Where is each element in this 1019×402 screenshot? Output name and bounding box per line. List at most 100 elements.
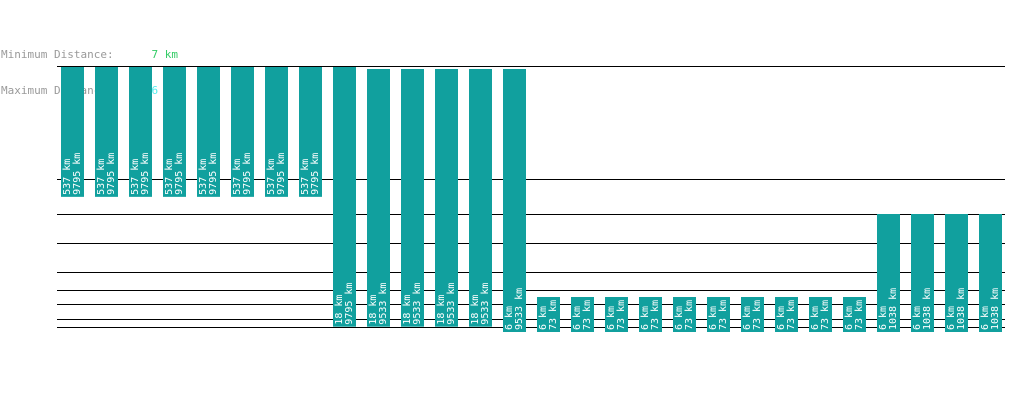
- bar-label-min: 6 km: [538, 306, 549, 330]
- bar-label-max: 9533 km: [412, 283, 423, 325]
- bar-label-max: 73 km: [752, 300, 763, 330]
- bar-group: 6 km 1038 km: [911, 214, 934, 332]
- bar-label-max: 73 km: [786, 300, 797, 330]
- bar-label-max: 73 km: [650, 300, 661, 330]
- bar: [95, 67, 118, 197]
- bar-label-max: 9795 km: [344, 283, 355, 325]
- bar: [673, 297, 696, 332]
- bar-label-max: 1038 km: [956, 288, 967, 330]
- bar-group: 537 km 9795 km: [299, 67, 322, 197]
- bar-label-min: 537 km: [96, 159, 107, 195]
- bar-label-min: 18 km: [402, 295, 413, 325]
- bar-group: 6 km 73 km: [673, 297, 696, 332]
- bar-label-min: 6 km: [606, 306, 617, 330]
- bar-label-max: 9795 km: [310, 153, 321, 195]
- bar-group: 6 km 9533 km: [503, 69, 526, 332]
- bar-group: 18 km 9795 km: [333, 67, 356, 327]
- bar-group: 6 km 73 km: [707, 297, 730, 332]
- bar-label-min: 18 km: [334, 295, 345, 325]
- bar: [537, 297, 560, 332]
- bar-label-min: 6 km: [946, 306, 957, 330]
- bar-label-min: 6 km: [878, 306, 889, 330]
- bar-group: 537 km 9795 km: [265, 67, 288, 197]
- bar: [707, 297, 730, 332]
- bar: [911, 214, 934, 332]
- bar-label-max: 9533 km: [514, 288, 525, 330]
- bar-label-max: 73 km: [718, 300, 729, 330]
- bar-label-min: 18 km: [436, 295, 447, 325]
- bar-group: 537 km 9795 km: [95, 67, 118, 197]
- bar-group: 537 km 9795 km: [61, 67, 84, 197]
- bar-label-max: 9795 km: [276, 153, 287, 195]
- bar-label-max: 9533 km: [480, 283, 491, 325]
- bar-group: 6 km 1038 km: [877, 214, 900, 332]
- bar-label-max: 9795 km: [174, 153, 185, 195]
- bar: [843, 297, 866, 332]
- bar-label-min: 6 km: [844, 306, 855, 330]
- min-distance-label: Minimum Distance:: [1, 48, 114, 61]
- bar-label-min: 537 km: [164, 159, 175, 195]
- bar: [61, 67, 84, 197]
- bar-label-min: 537 km: [266, 159, 277, 195]
- bar-label-max: 9795 km: [242, 153, 253, 195]
- bar-label-min: 6 km: [810, 306, 821, 330]
- bar: [231, 67, 254, 197]
- bar-label-max: 73 km: [684, 300, 695, 330]
- bar: [945, 214, 968, 332]
- bar: [503, 69, 526, 332]
- bar-group: 6 km 73 km: [843, 297, 866, 332]
- bar-label-max: 73 km: [548, 300, 559, 330]
- bar: [877, 214, 900, 332]
- bar: [775, 297, 798, 332]
- bar-group: 6 km 73 km: [537, 297, 560, 332]
- bar-label-min: 18 km: [368, 295, 379, 325]
- bar-group: 18 km 9533 km: [367, 69, 390, 327]
- bar: [299, 67, 322, 197]
- bar-group: 537 km 9795 km: [197, 67, 220, 197]
- bar: [265, 67, 288, 197]
- bar-label-max: 9795 km: [106, 153, 117, 195]
- bar: [469, 69, 492, 327]
- bar-label-max: 9795 km: [140, 153, 151, 195]
- bar: [435, 69, 458, 327]
- bar-label-max: 9795 km: [208, 153, 219, 195]
- bar-label-max: 73 km: [616, 300, 627, 330]
- bar-group: 6 km 73 km: [605, 297, 628, 332]
- min-distance-value: 7 km: [151, 48, 179, 61]
- bar-group: 537 km 9795 km: [163, 67, 186, 197]
- bar-label-min: 6 km: [742, 306, 753, 330]
- bar-group: 6 km 1038 km: [979, 214, 1002, 332]
- bar-label-min: 537 km: [62, 159, 73, 195]
- bar-group: 18 km 9533 km: [435, 69, 458, 327]
- bar-group: 18 km 9533 km: [469, 69, 492, 327]
- bar-label-min: 6 km: [912, 306, 923, 330]
- bar-label-min: 6 km: [504, 306, 515, 330]
- bar-label-min: 6 km: [980, 306, 991, 330]
- bar: [401, 69, 424, 327]
- bar-label-min: 6 km: [776, 306, 787, 330]
- bar-label-min: 6 km: [572, 306, 583, 330]
- bar-label-min: 6 km: [640, 306, 651, 330]
- bar: [809, 297, 832, 332]
- bar-label-max: 1038 km: [922, 288, 933, 330]
- bar: [979, 214, 1002, 332]
- min-distance-row: Minimum Distance: 7 km: [1, 49, 178, 61]
- bar-label-max: 9533 km: [446, 283, 457, 325]
- bar-group: 6 km 73 km: [571, 297, 594, 332]
- bar: [163, 67, 186, 197]
- bar: [605, 297, 628, 332]
- bar-group: 537 km 9795 km: [129, 67, 152, 197]
- bar-label-max: 9795 km: [72, 153, 83, 195]
- bar-label-max: 73 km: [820, 300, 831, 330]
- bar-label-min: 537 km: [232, 159, 243, 195]
- bar-group: 6 km 73 km: [639, 297, 662, 332]
- bar-group: 6 km 73 km: [809, 297, 832, 332]
- bar-label-max: 1038 km: [990, 288, 1001, 330]
- bar: [571, 297, 594, 332]
- bar-group: 537 km 9795 km: [231, 67, 254, 197]
- bar-label-min: 6 km: [708, 306, 719, 330]
- bar-label-max: 73 km: [854, 300, 865, 330]
- bar: [333, 67, 356, 327]
- bar: [367, 69, 390, 327]
